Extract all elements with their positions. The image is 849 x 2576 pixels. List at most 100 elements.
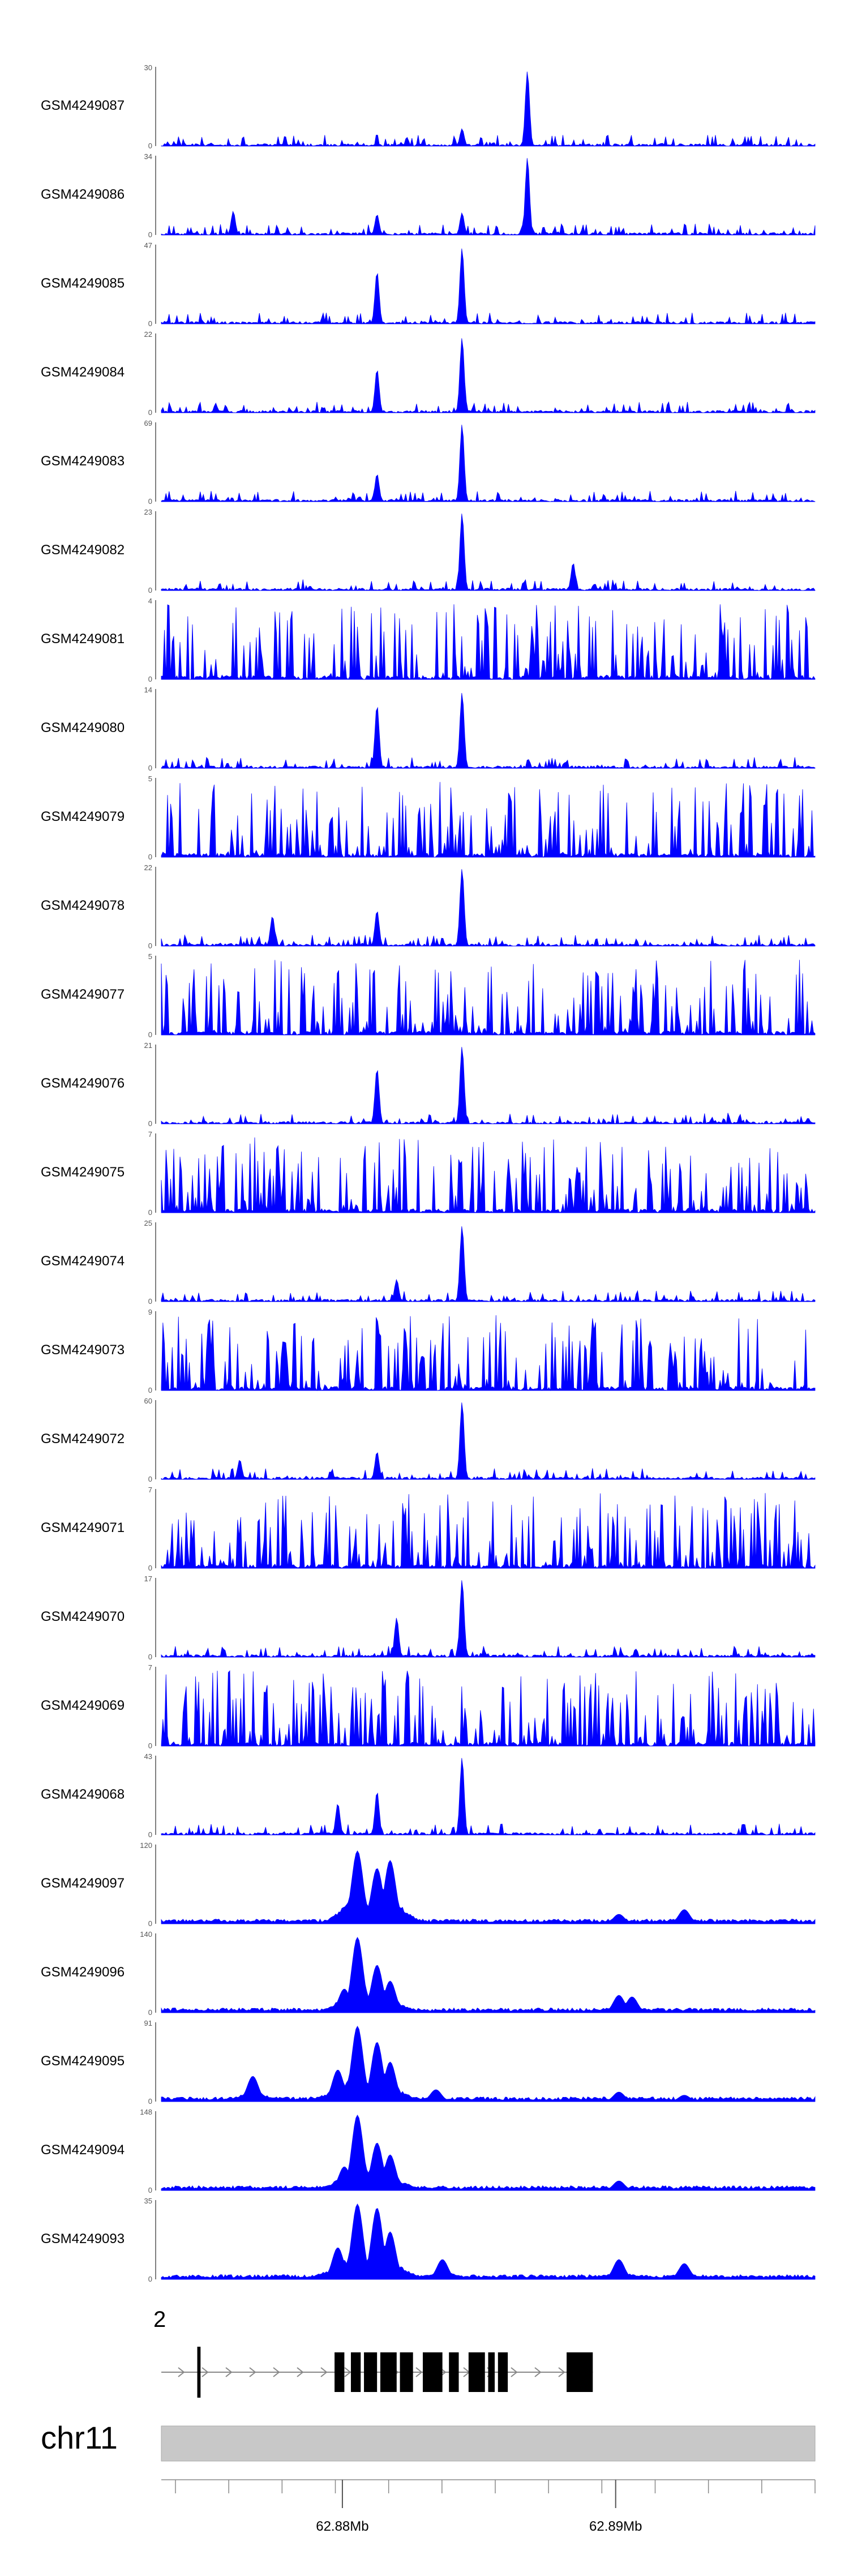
coverage-track: GSM4249071 7 0 bbox=[41, 1486, 816, 1572]
coverage-track: GSM4249072 60 0 bbox=[41, 1397, 816, 1483]
y-min-label: 0 bbox=[148, 1564, 152, 1572]
y-max-label: 47 bbox=[144, 241, 152, 250]
coverage-track: GSM4249073 9 0 bbox=[41, 1308, 816, 1394]
track-label: GSM4249094 bbox=[41, 2142, 125, 2158]
coverage-track: GSM4249079 5 0 bbox=[41, 774, 816, 861]
coverage-track: GSM4249074 25 0 bbox=[41, 1219, 816, 1306]
coverage-area bbox=[161, 782, 816, 858]
exon bbox=[350, 2352, 361, 2392]
y-max-label: 30 bbox=[144, 63, 152, 72]
coverage-area bbox=[161, 425, 816, 502]
track-label: GSM4249080 bbox=[41, 720, 125, 735]
strand-arrow bbox=[415, 2367, 423, 2377]
track-label: GSM4249077 bbox=[41, 987, 125, 1002]
track-label: GSM4249095 bbox=[41, 2053, 125, 2069]
y-max-label: 25 bbox=[144, 1219, 152, 1227]
y-min-label: 0 bbox=[148, 319, 152, 328]
y-min-label: 0 bbox=[148, 2186, 152, 2194]
coverage-track: GSM4249096 140 0 bbox=[41, 1930, 816, 2017]
y-min-label: 0 bbox=[148, 853, 152, 861]
coverage-track: GSM4249087 30 0 bbox=[41, 63, 816, 150]
exon bbox=[335, 2352, 345, 2392]
y-max-label: 34 bbox=[144, 152, 152, 161]
coverage-track: GSM4249069 7 0 bbox=[41, 1663, 816, 1750]
y-max-label: 23 bbox=[144, 508, 152, 516]
y-min-label: 0 bbox=[148, 675, 152, 683]
coverage-area bbox=[161, 249, 816, 324]
y-max-label: 140 bbox=[140, 1930, 152, 1939]
track-label: GSM4249078 bbox=[41, 898, 125, 913]
coverage-track: GSM4249068 43 0 bbox=[41, 1752, 816, 1839]
strand-arrow bbox=[297, 2367, 304, 2377]
y-max-label: 120 bbox=[140, 1841, 152, 1850]
coverage-track: GSM4249076 21 0 bbox=[41, 1041, 816, 1128]
y-max-label: 43 bbox=[144, 1752, 152, 1761]
y-max-label: 91 bbox=[144, 2019, 152, 2027]
gene-track: 2 bbox=[153, 2307, 593, 2398]
coverage-area bbox=[161, 1315, 816, 1392]
coverage-area bbox=[161, 1758, 816, 1835]
track-label: GSM4249097 bbox=[41, 1876, 125, 1891]
coverage-area bbox=[161, 71, 816, 147]
coverage-tracks: GSM4249087300GSM4249086340GSM4249085470G… bbox=[41, 63, 816, 2283]
strand-arrow bbox=[225, 2367, 233, 2377]
track-label: GSM4249083 bbox=[41, 453, 125, 469]
y-min-label: 0 bbox=[148, 764, 152, 772]
chromosome-axis: chr11 62.88Mb 62.89Mb bbox=[41, 2420, 816, 2534]
track-label: GSM4249075 bbox=[41, 1165, 125, 1180]
y-min-label: 0 bbox=[148, 230, 152, 239]
track-label: GSM4249073 bbox=[41, 1342, 125, 1358]
coverage-area bbox=[161, 514, 816, 591]
y-min-label: 0 bbox=[148, 1830, 152, 1839]
coverage-area bbox=[161, 1402, 816, 1480]
coverage-area bbox=[161, 1493, 816, 1569]
coverage-area bbox=[161, 1137, 816, 1214]
y-min-label: 0 bbox=[148, 1653, 152, 1661]
y-max-label: 7 bbox=[148, 1130, 152, 1139]
coverage-track: GSM4249082 23 0 bbox=[41, 508, 816, 594]
coverage-track: GSM4249080 14 0 bbox=[41, 686, 816, 772]
exon bbox=[488, 2352, 495, 2392]
axis-tick-label: 62.88Mb bbox=[316, 2519, 368, 2534]
track-label: GSM4249087 bbox=[41, 98, 125, 113]
y-max-label: 5 bbox=[148, 952, 152, 961]
y-min-label: 0 bbox=[148, 1386, 152, 1394]
y-min-label: 0 bbox=[148, 2008, 152, 2017]
y-min-label: 0 bbox=[148, 2275, 152, 2283]
track-label: GSM4249074 bbox=[41, 1253, 125, 1269]
y-min-label: 0 bbox=[148, 497, 152, 506]
y-max-label: 22 bbox=[144, 330, 152, 339]
coverage-track: GSM4249077 5 0 bbox=[41, 952, 816, 1039]
y-min-label: 0 bbox=[148, 2097, 152, 2106]
track-label: GSM4249068 bbox=[41, 1787, 125, 1802]
coverage-track: GSM4249081 4 0 bbox=[41, 597, 816, 683]
y-max-label: 148 bbox=[140, 2108, 152, 2116]
track-label: GSM4249076 bbox=[41, 1076, 125, 1091]
chromosome-bar bbox=[161, 2425, 816, 2462]
y-min-label: 0 bbox=[148, 142, 152, 150]
coverage-track: GSM4249097 120 0 bbox=[41, 1841, 816, 1928]
coverage-area bbox=[161, 1670, 816, 1747]
y-max-label: 60 bbox=[144, 1397, 152, 1405]
y-max-label: 4 bbox=[148, 597, 152, 605]
coverage-area bbox=[161, 338, 816, 414]
coverage-area bbox=[161, 693, 816, 769]
track-label: GSM4249079 bbox=[41, 809, 125, 824]
track-label: GSM4249072 bbox=[41, 1431, 125, 1447]
strand-arrow bbox=[249, 2367, 256, 2377]
coverage-track: GSM4249078 22 0 bbox=[41, 863, 816, 950]
y-max-label: 22 bbox=[144, 863, 152, 872]
coverage-area bbox=[161, 1937, 816, 2013]
coverage-track: GSM4249070 17 0 bbox=[41, 1574, 816, 1661]
axis-tick-label: 62.89Mb bbox=[589, 2519, 642, 2534]
gene-label: 2 bbox=[153, 2307, 166, 2332]
track-label: GSM4249081 bbox=[41, 631, 125, 647]
exon bbox=[380, 2352, 397, 2392]
y-max-label: 69 bbox=[144, 419, 152, 427]
coverage-track: GSM4249084 22 0 bbox=[41, 330, 816, 417]
strand-arrow bbox=[558, 2367, 565, 2377]
exon bbox=[197, 2347, 201, 2398]
exon bbox=[468, 2352, 485, 2392]
y-min-label: 0 bbox=[148, 942, 152, 950]
